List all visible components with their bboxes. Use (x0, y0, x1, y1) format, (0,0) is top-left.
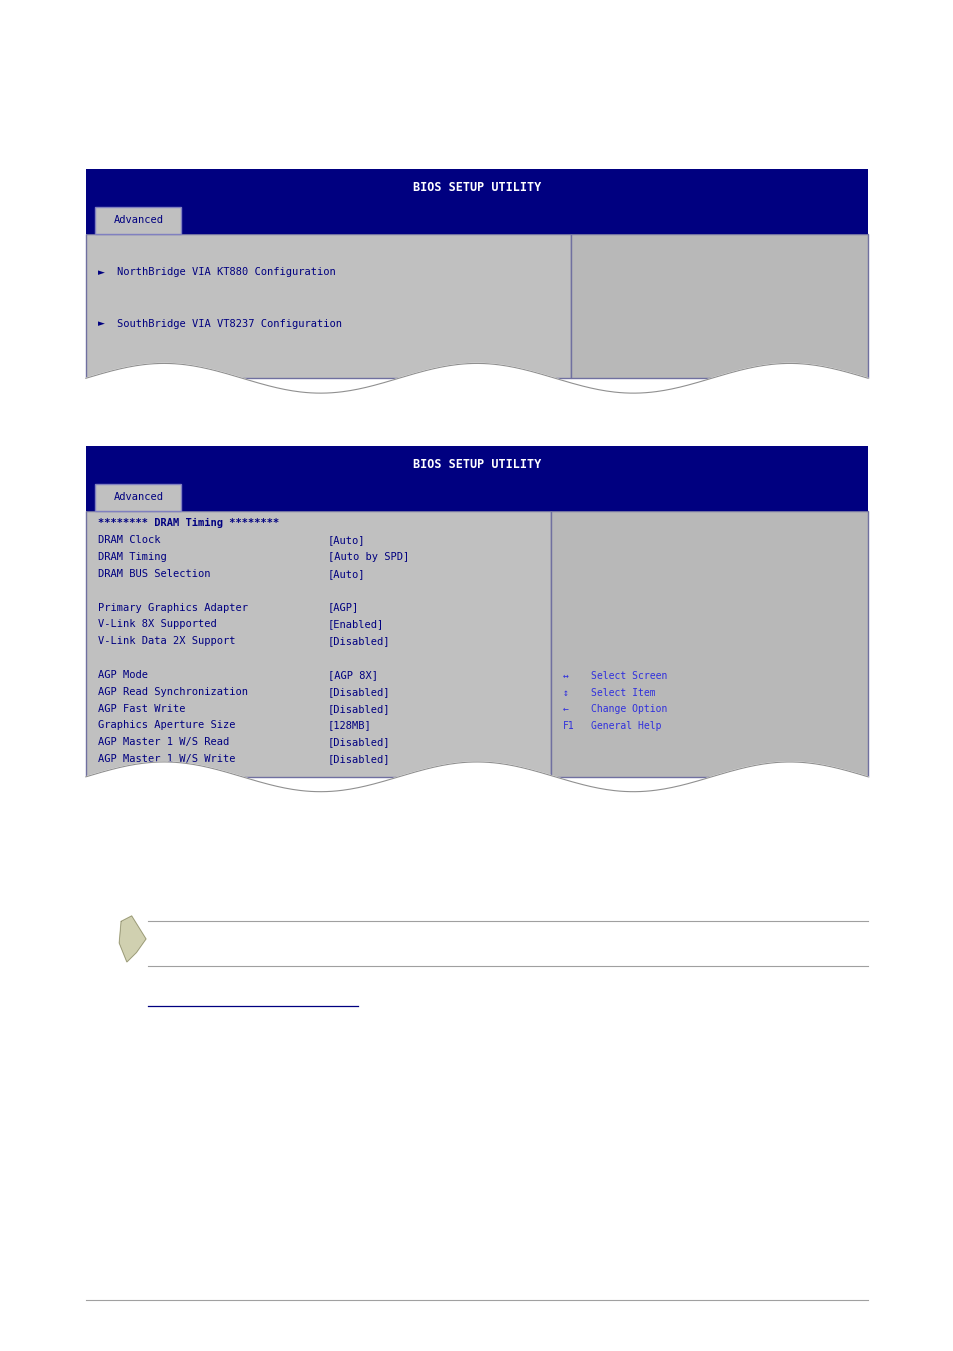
Text: [Disabled]: [Disabled] (328, 754, 390, 765)
Polygon shape (86, 363, 867, 423)
Text: [Auto by SPD]: [Auto by SPD] (328, 553, 409, 562)
Text: [Disabled]: [Disabled] (328, 686, 390, 697)
Bar (95, 207, 181, 234)
Text: V-Link Data 2X Support: V-Link Data 2X Support (98, 636, 235, 646)
Text: Select Item: Select Item (591, 688, 656, 697)
Text: AGP Read Synchronization: AGP Read Synchronization (98, 686, 248, 697)
Bar (86, 446, 867, 484)
Text: [128MB]: [128MB] (328, 720, 372, 731)
Text: [Enabled]: [Enabled] (328, 619, 384, 630)
Text: [Disabled]: [Disabled] (328, 704, 390, 713)
Bar (551, 511, 867, 777)
Text: BIOS SETUP UTILITY: BIOS SETUP UTILITY (413, 458, 540, 471)
Text: General Help: General Help (591, 721, 661, 731)
Bar (86, 234, 570, 378)
Text: AGP Mode: AGP Mode (98, 670, 148, 680)
Text: Select Screen: Select Screen (591, 670, 667, 681)
Polygon shape (119, 916, 146, 962)
Text: DRAM Timing: DRAM Timing (98, 553, 167, 562)
Text: AGP Fast Write: AGP Fast Write (98, 704, 186, 713)
Bar (86, 169, 867, 207)
Text: AGP Master 1 W/S Write: AGP Master 1 W/S Write (98, 754, 235, 765)
Text: Primary Graphics Adapter: Primary Graphics Adapter (98, 603, 248, 612)
Bar (86, 511, 551, 777)
Text: ↕: ↕ (562, 688, 568, 697)
Text: ******** DRAM Timing ********: ******** DRAM Timing ******** (98, 519, 279, 528)
Text: NorthBridge VIA KT880 Configuration: NorthBridge VIA KT880 Configuration (117, 267, 335, 277)
Text: ↔: ↔ (562, 670, 568, 681)
Text: ►: ► (98, 320, 105, 328)
Text: Change Option: Change Option (591, 704, 667, 715)
Polygon shape (86, 762, 867, 821)
Text: [AGP]: [AGP] (328, 603, 358, 612)
Text: [AGP 8X]: [AGP 8X] (328, 670, 377, 680)
Text: ►: ► (98, 267, 105, 277)
Text: BIOS SETUP UTILITY: BIOS SETUP UTILITY (413, 181, 540, 195)
Bar (86, 484, 867, 511)
Text: [Auto]: [Auto] (328, 535, 365, 546)
Text: V-Link 8X Supported: V-Link 8X Supported (98, 619, 216, 630)
Text: [Auto]: [Auto] (328, 569, 365, 578)
Text: F1: F1 (562, 721, 574, 731)
Text: ←: ← (562, 704, 568, 715)
Bar (95, 484, 181, 511)
Text: AGP Master 1 W/S Read: AGP Master 1 W/S Read (98, 738, 230, 747)
Bar (570, 234, 867, 378)
Text: Advanced: Advanced (113, 492, 163, 503)
Bar (86, 207, 867, 234)
Text: [Disabled]: [Disabled] (328, 738, 390, 747)
Text: [Disabled]: [Disabled] (328, 636, 390, 646)
Text: SouthBridge VIA VT8237 Configuration: SouthBridge VIA VT8237 Configuration (117, 319, 342, 330)
Text: DRAM BUS Selection: DRAM BUS Selection (98, 569, 211, 578)
Text: DRAM Clock: DRAM Clock (98, 535, 161, 546)
Text: Graphics Aperture Size: Graphics Aperture Size (98, 720, 235, 731)
Text: Advanced: Advanced (113, 215, 163, 226)
